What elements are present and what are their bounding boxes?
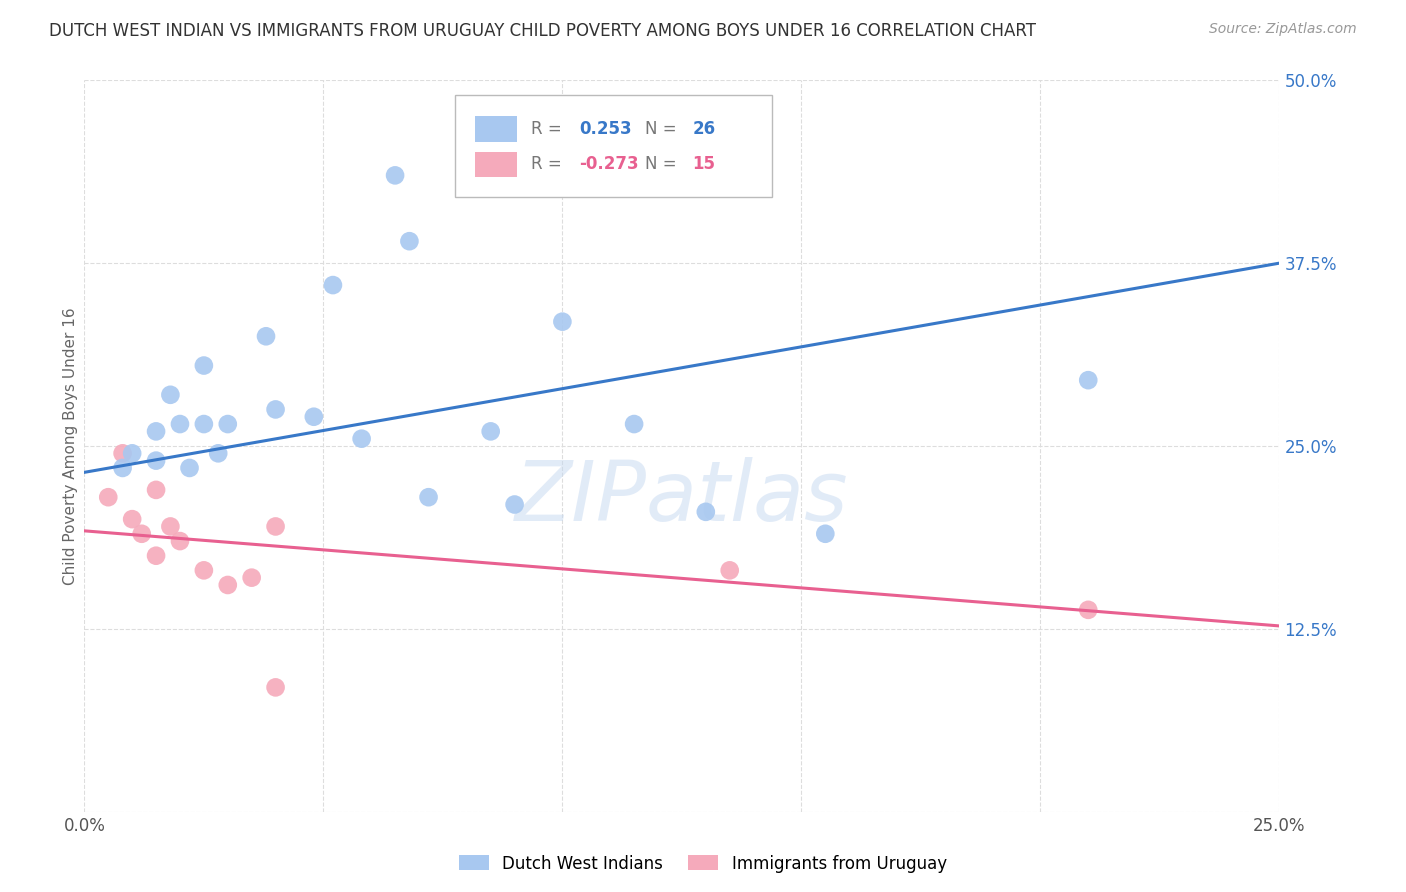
Text: N =: N =: [645, 155, 682, 173]
Text: Source: ZipAtlas.com: Source: ZipAtlas.com: [1209, 22, 1357, 37]
Point: [145, 453, 167, 467]
Bar: [475, 117, 517, 142]
Point: [551, 315, 574, 329]
Point: [503, 498, 526, 512]
Bar: [475, 152, 517, 178]
Point: [97, 490, 120, 504]
Text: ZIPatlas: ZIPatlas: [515, 457, 849, 538]
Point: [111, 461, 134, 475]
Point: [111, 446, 134, 460]
Point: [179, 461, 201, 475]
Point: [193, 563, 215, 577]
Point: [169, 534, 191, 549]
Point: [145, 483, 167, 497]
Point: [207, 446, 229, 460]
Point: [398, 234, 420, 248]
Point: [193, 417, 215, 431]
Point: [623, 417, 645, 431]
Point: [350, 432, 373, 446]
Point: [217, 578, 239, 592]
Point: [695, 505, 717, 519]
Y-axis label: Child Poverty Among Boys Under 16: Child Poverty Among Boys Under 16: [63, 307, 77, 585]
Point: [264, 519, 287, 533]
Text: N =: N =: [645, 120, 682, 138]
Text: 15: 15: [693, 155, 716, 173]
Text: R =: R =: [531, 155, 568, 173]
Text: R =: R =: [531, 120, 568, 138]
Text: 26: 26: [693, 120, 716, 138]
Point: [193, 359, 215, 373]
Point: [1077, 603, 1099, 617]
Point: [479, 425, 502, 439]
Point: [131, 526, 153, 541]
Point: [145, 549, 167, 563]
Point: [264, 402, 287, 417]
Point: [814, 526, 837, 541]
Point: [217, 417, 239, 431]
Point: [121, 446, 143, 460]
Point: [302, 409, 325, 424]
Point: [240, 571, 263, 585]
Text: 0.253: 0.253: [579, 120, 631, 138]
Point: [254, 329, 277, 343]
Point: [384, 169, 406, 183]
Text: DUTCH WEST INDIAN VS IMMIGRANTS FROM URUGUAY CHILD POVERTY AMONG BOYS UNDER 16 C: DUTCH WEST INDIAN VS IMMIGRANTS FROM URU…: [49, 22, 1036, 40]
Legend: Dutch West Indians, Immigrants from Uruguay: Dutch West Indians, Immigrants from Urug…: [453, 848, 953, 880]
Point: [418, 490, 440, 504]
FancyBboxPatch shape: [456, 95, 772, 197]
Point: [322, 278, 344, 293]
Point: [145, 425, 167, 439]
Point: [1077, 373, 1099, 387]
Point: [718, 563, 741, 577]
Point: [159, 388, 181, 402]
Point: [121, 512, 143, 526]
Point: [264, 681, 287, 695]
Point: [159, 519, 181, 533]
Point: [169, 417, 191, 431]
Text: -0.273: -0.273: [579, 155, 638, 173]
